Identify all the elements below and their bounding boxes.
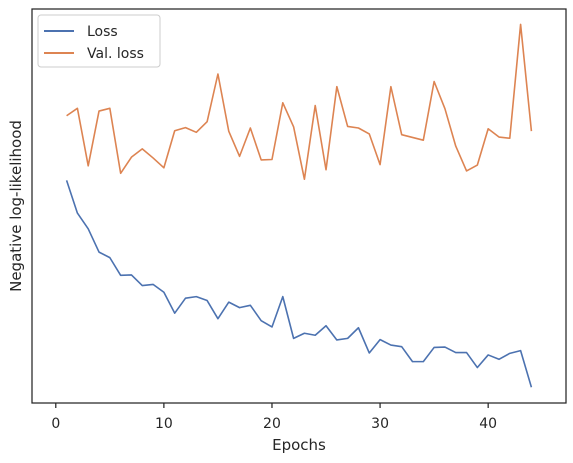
x-axis-title: Epochs xyxy=(272,436,326,454)
x-tick-label: 30 xyxy=(371,416,389,432)
x-tick-label: 20 xyxy=(263,416,281,432)
series-line-val-loss xyxy=(66,23,533,181)
plot-frame xyxy=(31,8,567,404)
plot-area xyxy=(65,23,533,388)
legend-label-loss: Loss xyxy=(87,24,118,40)
x-axis: 0 10 20 30 40 xyxy=(51,403,497,432)
legend: Loss Val. loss xyxy=(37,14,161,68)
x-tick-label: 10 xyxy=(155,416,173,432)
series-line-loss xyxy=(65,180,533,388)
legend-label-val-loss: Val. loss xyxy=(87,46,144,62)
y-axis-title: Negative log-likelihood xyxy=(7,120,25,292)
x-tick-label: 40 xyxy=(479,416,497,432)
x-tick-label: 0 xyxy=(51,416,60,432)
